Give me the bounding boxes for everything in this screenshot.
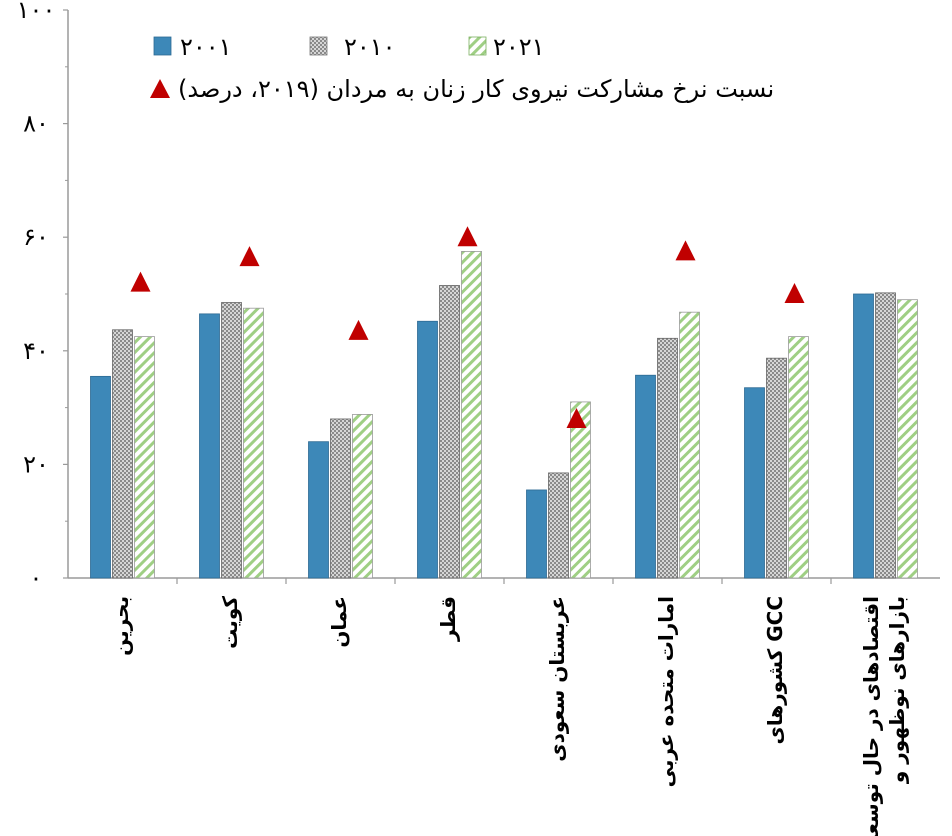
legend-label-2010: ۲۰۱۰	[344, 33, 396, 61]
bar-series-1	[90, 375, 111, 579]
bar-series-2	[221, 302, 242, 579]
category-labels: بحرین کویت عمان قطر عربستان سعودی امارات متحد…	[109, 596, 909, 836]
bar-series-1	[417, 320, 438, 579]
y-tick-label: ۰	[30, 564, 43, 592]
bar-series-3	[243, 307, 264, 579]
y-tick-label: ۱۰۰	[17, 0, 56, 24]
category-label: بحرین	[109, 596, 133, 656]
bar-series-2	[875, 292, 896, 579]
ratio-marker	[130, 271, 151, 292]
legend-label-2021: ۲۰۲۱	[493, 33, 545, 61]
y-tick-label: ۴۰	[23, 337, 49, 365]
ratio-marker	[566, 407, 587, 428]
category-label: امارات متحده عربی	[654, 596, 678, 787]
category-label: عمان	[327, 596, 351, 648]
category-label: کشورهای GCC	[763, 596, 787, 744]
x-ticks	[176, 578, 832, 584]
ratio-marker	[457, 226, 478, 247]
bar-series-2	[548, 472, 569, 579]
category-label: کویت	[218, 596, 242, 649]
y-ticks: ۰ ۲۰ ۴۰ ۶۰ ۸۰ ۱۰۰	[17, 0, 68, 592]
bar-series-3	[352, 414, 373, 579]
bar-series-3	[134, 336, 155, 579]
bar-series-1	[744, 387, 765, 579]
category-label: قطر	[436, 596, 460, 642]
bar-series-3	[897, 299, 918, 579]
category-label: بازارهای نوظهور و	[885, 596, 909, 784]
bars	[90, 250, 918, 579]
legend-swatch-2010	[309, 36, 328, 56]
legend-label-ratio: نسبت نرخ مشارکت نیروی کار زنان به مردان …	[178, 75, 774, 103]
bar-series-1	[308, 441, 329, 579]
markers	[130, 226, 805, 428]
legend-swatch-2001	[153, 36, 172, 56]
ratio-marker	[784, 283, 805, 303]
y-tick-label: ۸۰	[23, 110, 49, 138]
bar-series-2	[330, 418, 351, 579]
bar-series-1	[526, 489, 547, 579]
ratio-marker	[675, 240, 696, 261]
bar-series-3	[570, 401, 591, 579]
bar-series-2	[657, 337, 678, 579]
y-tick-label: ۲۰	[23, 450, 49, 478]
legend: ۲۰۰۱ ۲۰۱۰ ۲۰۲۱ نسبت نرخ مشارکت نیروی کار…	[150, 33, 774, 103]
bar-series-2	[439, 285, 460, 579]
bar-series-1	[853, 293, 874, 579]
legend-swatch-2021	[468, 36, 487, 56]
ratio-marker	[348, 319, 369, 340]
category-label: اقتصادهای در حال توسعه	[859, 596, 883, 836]
bar-series-3	[461, 250, 482, 579]
bar-series-3	[788, 336, 809, 579]
y-tick-label: ۶۰	[23, 223, 49, 251]
bar-series-2	[766, 357, 787, 579]
legend-marker-ratio	[150, 79, 170, 98]
bar-series-1	[199, 313, 220, 579]
legend-label-2001: ۲۰۰۱	[180, 33, 232, 61]
bar-series-2	[112, 329, 133, 579]
bar-series-3	[679, 311, 700, 579]
ratio-marker	[239, 246, 260, 267]
bar-series-1	[635, 374, 656, 579]
category-label: عربستان سعودی	[545, 596, 569, 762]
